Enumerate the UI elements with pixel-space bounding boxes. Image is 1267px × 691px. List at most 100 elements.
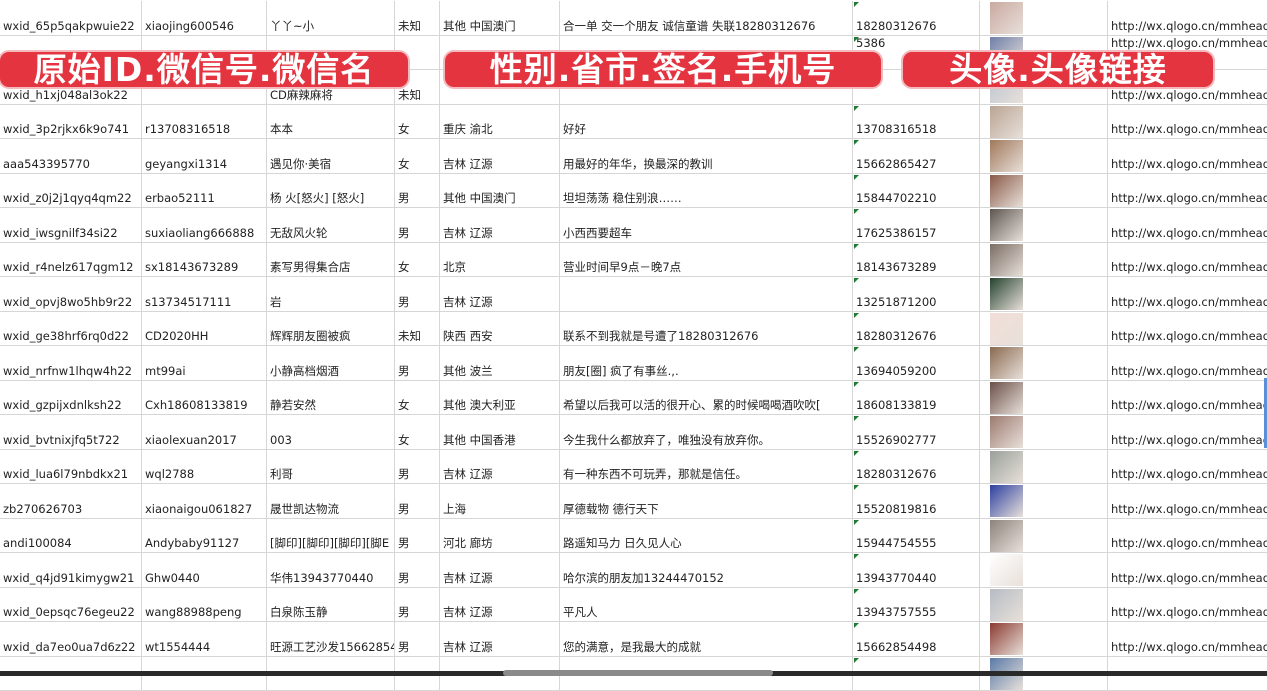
sex-cell[interactable]: 男 bbox=[395, 346, 440, 380]
original-id-cell[interactable]: wxid_ge38hrf6rq0d22 bbox=[0, 312, 142, 346]
wechat-id-cell[interactable]: geyangxi1314 bbox=[142, 139, 267, 173]
avatar-cell[interactable] bbox=[980, 105, 1108, 139]
region-cell[interactable]: 重庆 渝北 bbox=[440, 105, 560, 139]
sex-cell[interactable]: 男 bbox=[395, 622, 440, 656]
avatar-link-cell[interactable]: http://wx.qlogo.cn/mmhead bbox=[1108, 312, 1267, 346]
wechat-id-cell[interactable]: wt1554444 bbox=[142, 622, 267, 656]
wechat-id-cell[interactable]: wang88988peng bbox=[142, 588, 267, 622]
original-id-cell[interactable]: wxid_65p5qakpwuie22 bbox=[0, 1, 142, 35]
avatar-cell[interactable] bbox=[980, 450, 1108, 484]
wechat-id-cell[interactable]: mt99ai bbox=[142, 346, 267, 380]
phone-cell[interactable]: 13251871200 bbox=[853, 277, 980, 311]
original-id-cell[interactable]: aaa543395770 bbox=[0, 139, 142, 173]
sex-cell[interactable]: 女 bbox=[395, 243, 440, 277]
wechat-name-cell[interactable]: 小静高档烟酒 bbox=[267, 346, 395, 380]
avatar-cell[interactable] bbox=[980, 208, 1108, 242]
signature-cell[interactable]: 今生我什么都放弃了，唯独没有放弃你。 bbox=[560, 415, 853, 449]
region-cell[interactable]: 陕西 西安 bbox=[440, 312, 560, 346]
original-id-cell[interactable]: wxid_gzpijxdnlksh22 bbox=[0, 381, 142, 415]
region-cell[interactable]: 上海 bbox=[440, 484, 560, 518]
phone-cell[interactable]: 13943757555 bbox=[853, 588, 980, 622]
sex-cell[interactable]: 女 bbox=[395, 139, 440, 173]
original-id-cell[interactable]: wxid_lua6l79nbdkx21 bbox=[0, 450, 142, 484]
phone-cell[interactable]: 13943770440 bbox=[853, 553, 980, 587]
wechat-id-cell[interactable]: xiaojing600546 bbox=[142, 1, 267, 35]
sex-cell[interactable]: 未知 bbox=[395, 1, 440, 35]
region-cell[interactable]: 吉林 辽源 bbox=[440, 553, 560, 587]
signature-cell[interactable]: 您的满意，是我最大的成就 bbox=[560, 622, 853, 656]
original-id-cell[interactable]: wxid_opvj8wo5hb9r22 bbox=[0, 277, 142, 311]
sex-cell[interactable]: 男 bbox=[395, 450, 440, 484]
sex-cell[interactable]: 男 bbox=[395, 174, 440, 208]
signature-cell[interactable]: 坦坦荡荡 稳住别浪…… bbox=[560, 174, 853, 208]
signature-cell[interactable]: 有一种东西不可玩弄，那就是信任。 bbox=[560, 450, 853, 484]
original-id-cell[interactable]: wxid_z0j2j1qyq4qm22 bbox=[0, 174, 142, 208]
phone-cell[interactable]: 18608133819 bbox=[853, 381, 980, 415]
phone-cell[interactable]: 15526902777 bbox=[853, 415, 980, 449]
signature-cell[interactable]: 厚德载物 德行天下 bbox=[560, 484, 853, 518]
wechat-name-cell[interactable]: 白泉陈玉静 bbox=[267, 588, 395, 622]
avatar-link-cell[interactable]: http://wx.qlogo.cn/mmhead bbox=[1108, 208, 1267, 242]
original-id-cell[interactable]: zb270626703 bbox=[0, 484, 142, 518]
phone-cell[interactable]: 18143673289 bbox=[853, 243, 980, 277]
avatar-link-cell[interactable]: http://wx.qlogo.cn/mmhead bbox=[1108, 1, 1267, 35]
avatar-cell[interactable] bbox=[980, 588, 1108, 622]
signature-cell[interactable]: 希望以后我可以活的很开心、累的时候喝喝酒吹吹[ bbox=[560, 381, 853, 415]
sex-cell[interactable]: 男 bbox=[395, 588, 440, 622]
sex-cell[interactable]: 男 bbox=[395, 277, 440, 311]
phone-cell[interactable]: 18280312676 bbox=[853, 312, 980, 346]
phone-cell[interactable]: 15520819816 bbox=[853, 484, 980, 518]
wechat-name-cell[interactable]: 岩 bbox=[267, 277, 395, 311]
avatar-link-cell[interactable]: http://wx.qlogo.cn/mmhead bbox=[1108, 174, 1267, 208]
wechat-name-cell[interactable]: 利哥 bbox=[267, 450, 395, 484]
signature-cell[interactable]: 好好 bbox=[560, 105, 853, 139]
wechat-id-cell[interactable]: r13708316518 bbox=[142, 105, 267, 139]
wechat-id-cell[interactable]: xiaonaigou061827 bbox=[142, 484, 267, 518]
region-cell[interactable]: 北京 bbox=[440, 243, 560, 277]
phone-cell[interactable]: 18280312676 bbox=[853, 450, 980, 484]
sex-cell[interactable]: 男 bbox=[395, 553, 440, 587]
signature-cell[interactable]: 平凡人 bbox=[560, 588, 853, 622]
phone-cell[interactable]: 13694059200 bbox=[853, 346, 980, 380]
wechat-id-cell[interactable]: Cxh18608133819 bbox=[142, 381, 267, 415]
phone-cell[interactable]: 15844702210 bbox=[853, 174, 980, 208]
horizontal-scrollbar[interactable] bbox=[503, 670, 773, 676]
avatar-link-cell[interactable]: http://wx.qlogo.cn/mmhead bbox=[1108, 277, 1267, 311]
phone-cell[interactable]: 18280312676 bbox=[853, 1, 980, 35]
avatar-link-cell[interactable]: http://wx.qlogo.cn/mmhead bbox=[1108, 105, 1267, 139]
wechat-name-cell[interactable]: 003 bbox=[267, 415, 395, 449]
original-id-cell[interactable]: wxid_q4jd91kimygw21 bbox=[0, 553, 142, 587]
original-id-cell[interactable]: wxid_da7eo0ua7d6z22 bbox=[0, 622, 142, 656]
region-cell[interactable]: 其他 中国澳门 bbox=[440, 174, 560, 208]
signature-cell[interactable]: 联系不到我就是号遭了18280312676 bbox=[560, 312, 853, 346]
wechat-id-cell[interactable]: xiaolexuan2017 bbox=[142, 415, 267, 449]
sex-cell[interactable]: 女 bbox=[395, 105, 440, 139]
sex-cell[interactable]: 未知 bbox=[395, 312, 440, 346]
avatar-cell[interactable] bbox=[980, 277, 1108, 311]
sex-cell[interactable]: 男 bbox=[395, 519, 440, 553]
avatar-cell[interactable] bbox=[980, 415, 1108, 449]
avatar-cell[interactable] bbox=[980, 346, 1108, 380]
avatar-link-cell[interactable]: http://wx.qlogo.cn/mmhead bbox=[1108, 450, 1267, 484]
wechat-name-cell[interactable]: 无敌风火轮 bbox=[267, 208, 395, 242]
sex-cell[interactable]: 男 bbox=[395, 484, 440, 518]
region-cell[interactable]: 其他 波兰 bbox=[440, 346, 560, 380]
wechat-id-cell[interactable]: erbao52111 bbox=[142, 174, 267, 208]
avatar-cell[interactable] bbox=[980, 139, 1108, 173]
wechat-name-cell[interactable]: 旺源工艺沙发15662854 bbox=[267, 622, 395, 656]
phone-cell[interactable]: 15662854498 bbox=[853, 622, 980, 656]
avatar-link-cell[interactable]: http://wx.qlogo.cn/mmhead bbox=[1108, 243, 1267, 277]
avatar-cell[interactable] bbox=[980, 622, 1108, 656]
wechat-id-cell[interactable]: suxiaoliang666888 bbox=[142, 208, 267, 242]
sex-cell[interactable]: 女 bbox=[395, 381, 440, 415]
signature-cell[interactable]: 用最好的年华，换最深的教训 bbox=[560, 139, 853, 173]
wechat-id-cell[interactable]: CD2020HH bbox=[142, 312, 267, 346]
avatar-cell[interactable] bbox=[980, 312, 1108, 346]
phone-cell[interactable]: 15944754555 bbox=[853, 519, 980, 553]
original-id-cell[interactable]: wxid_nrfnw1lhqw4h22 bbox=[0, 346, 142, 380]
wechat-id-cell[interactable]: sx18143673289 bbox=[142, 243, 267, 277]
wechat-name-cell[interactable]: 辉辉朋友圈被疯 bbox=[267, 312, 395, 346]
avatar-cell[interactable] bbox=[980, 381, 1108, 415]
avatar-cell[interactable] bbox=[980, 1, 1108, 35]
avatar-cell[interactable] bbox=[980, 519, 1108, 553]
